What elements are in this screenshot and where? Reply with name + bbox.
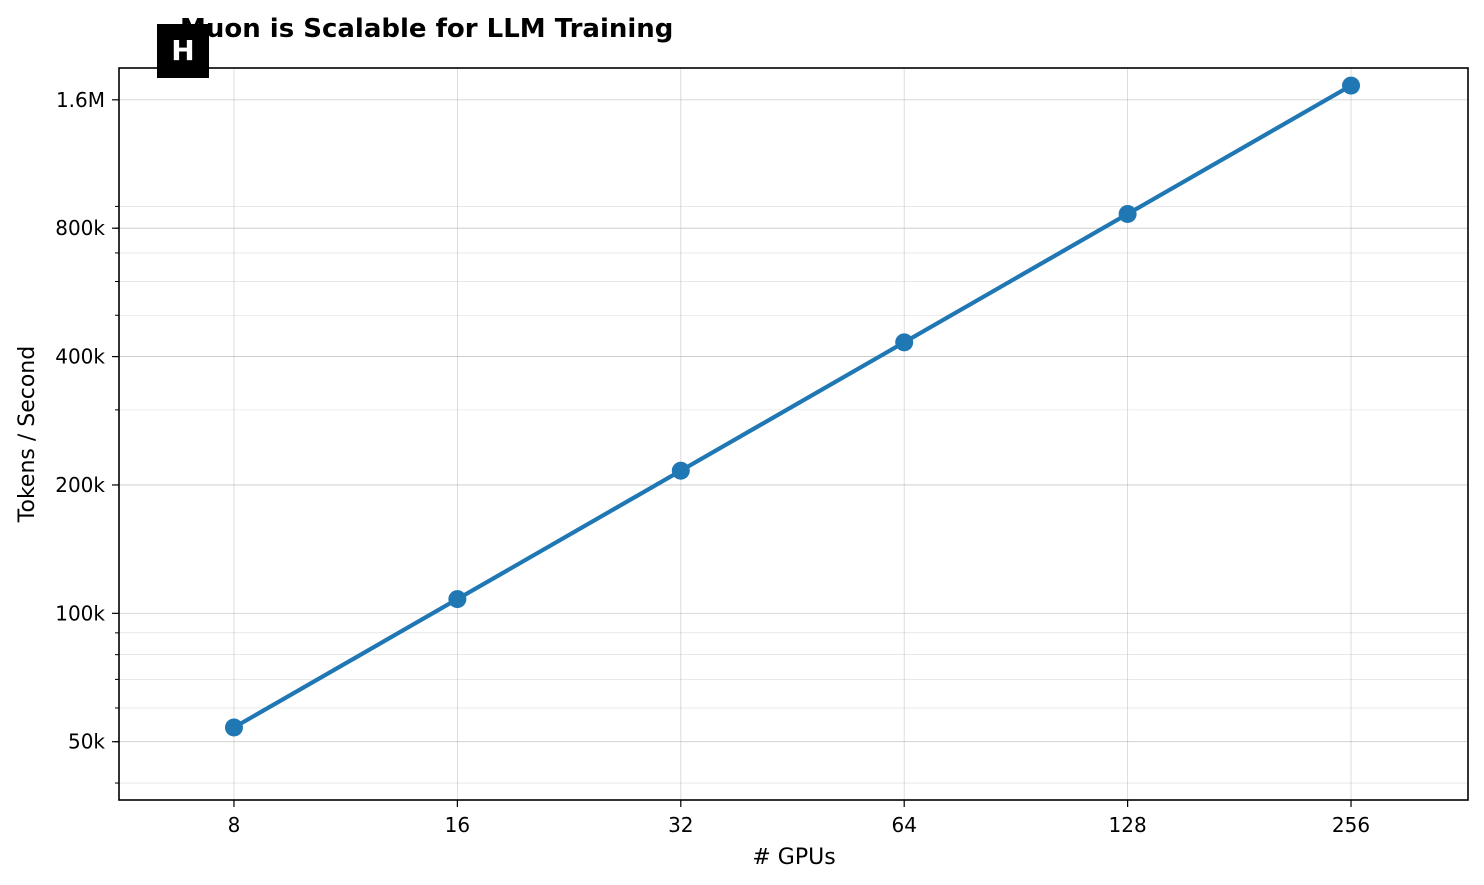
data-point xyxy=(1342,76,1361,95)
data-point xyxy=(671,461,690,480)
chart-title: Muon is Scalable for LLM Training xyxy=(180,14,673,44)
x-tick-label: 32 xyxy=(668,813,693,837)
logo-background xyxy=(157,24,209,78)
data-point xyxy=(895,333,914,352)
x-tick-label: 128 xyxy=(1109,813,1147,837)
x-axis-label: # GPUs xyxy=(752,845,835,870)
x-tick-label: 16 xyxy=(445,813,470,837)
y-tick-label: 200k xyxy=(55,473,105,497)
data-point xyxy=(448,590,467,609)
grid xyxy=(119,68,1468,800)
plot-frame xyxy=(118,67,1469,801)
x-tick-label: 64 xyxy=(891,813,916,837)
data-point xyxy=(224,718,243,737)
data-point xyxy=(1118,204,1137,223)
logo-badge: H xyxy=(157,24,209,78)
series-layer xyxy=(224,76,1361,737)
x-tick-label: 256 xyxy=(1332,813,1370,837)
y-axis-label: Tokens / Second xyxy=(15,346,40,523)
y-tick-label: 100k xyxy=(55,601,105,625)
series-line xyxy=(231,83,1354,730)
y-tick-label: 400k xyxy=(55,345,105,369)
y-tick-label: 800k xyxy=(55,216,105,240)
y-tick-label: 1.6M xyxy=(56,88,105,112)
x-tick-label: 8 xyxy=(228,813,241,837)
x-axis-ticks: 8 16 32 64 128 256 xyxy=(228,800,1370,837)
y-axis-ticks: 50k 100k 200k 400k 800k 1.6M xyxy=(55,88,119,784)
y-tick-label: 50k xyxy=(68,730,105,754)
logo-letter: H xyxy=(171,34,194,67)
